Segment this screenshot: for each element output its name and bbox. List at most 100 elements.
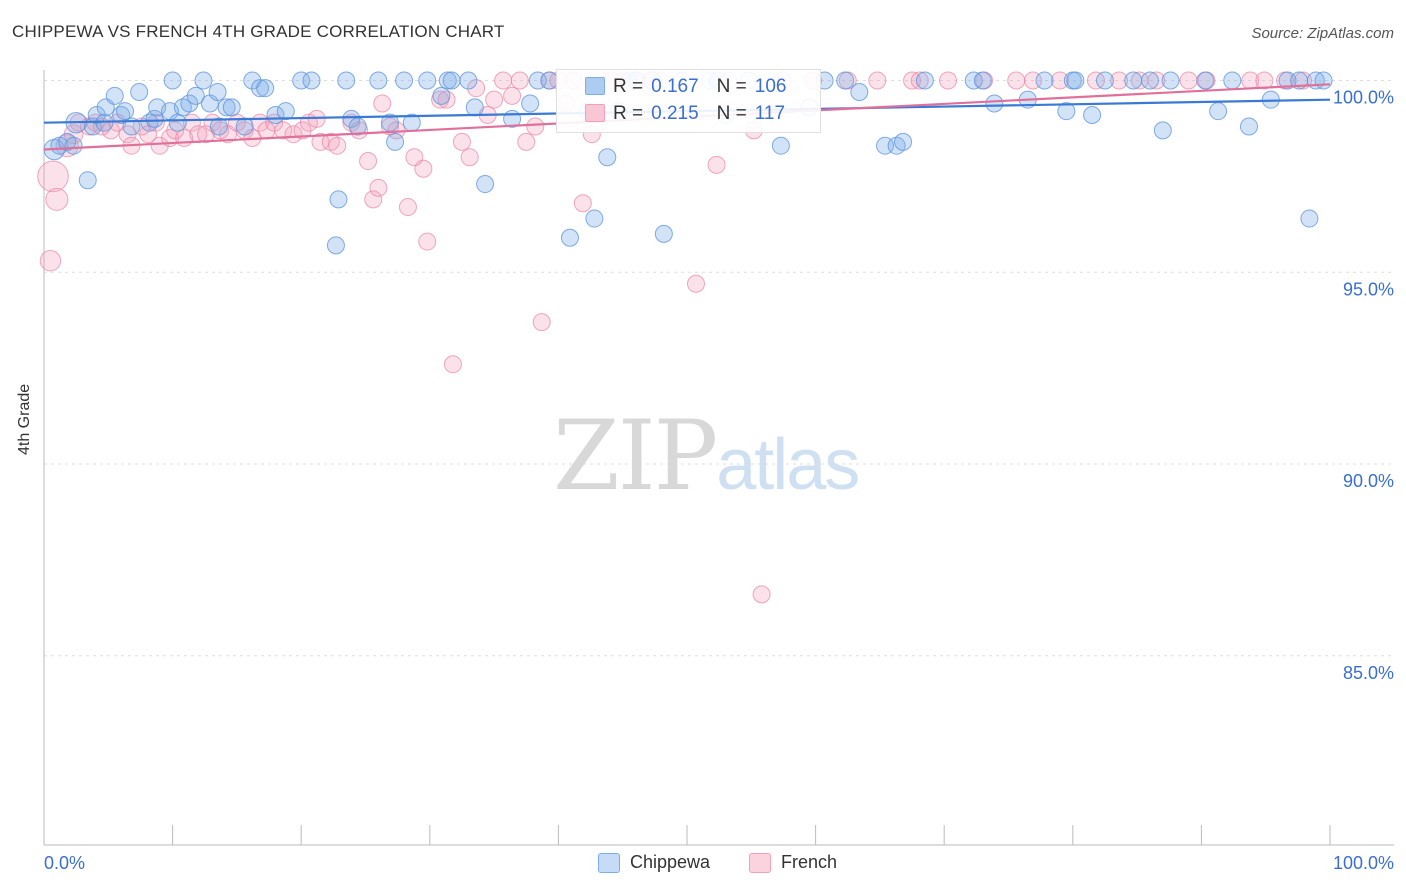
point-french: [45, 187, 69, 211]
point-chippewa: [1140, 71, 1159, 90]
point-chippewa: [771, 136, 790, 155]
point-chippewa: [1124, 71, 1143, 90]
point-french: [37, 160, 69, 193]
point-chippewa: [276, 102, 295, 121]
point-chippewa: [1066, 71, 1085, 90]
legend-label-chippewa: Chippewa: [630, 852, 711, 872]
point-chippewa: [1161, 71, 1180, 90]
stats-n-label: N =: [716, 103, 747, 124]
point-chippewa: [64, 136, 83, 155]
point-chippewa: [964, 71, 983, 90]
point-chippewa: [235, 117, 254, 136]
point-chippewa: [163, 71, 182, 90]
point-chippewa: [87, 106, 106, 125]
point-french: [526, 117, 545, 136]
point-chippewa: [1209, 102, 1228, 121]
point-chippewa: [369, 71, 388, 90]
point-chippewa: [459, 71, 478, 90]
legend: Chippewa French: [0, 852, 1406, 878]
stats-row-chippewa: R = 0.167 N = 106: [585, 75, 787, 99]
point-chippewa: [476, 175, 495, 194]
point-chippewa: [654, 224, 673, 243]
point-french: [1050, 71, 1069, 90]
point-french: [1147, 71, 1166, 90]
point-french: [1007, 71, 1026, 90]
point-chippewa: [585, 209, 604, 228]
point-chippewa: [915, 71, 934, 90]
point-french: [467, 79, 486, 98]
point-chippewa: [894, 132, 913, 151]
point-french: [414, 159, 433, 178]
point-french: [182, 113, 201, 132]
point-french: [903, 71, 922, 90]
stats-row-french: R = 0.215 N = 117: [585, 102, 786, 126]
point-french: [707, 155, 726, 174]
point-french: [398, 198, 417, 217]
point-french: [517, 132, 536, 151]
point-chippewa: [386, 132, 405, 151]
point-french: [1086, 71, 1105, 90]
point-chippewa: [1314, 71, 1333, 90]
point-french: [752, 585, 771, 604]
stats-box: R = 0.167 N = 106 R = 0.215 N = 117: [556, 69, 821, 133]
point-chippewa: [1083, 106, 1102, 125]
stats-n-value: 117: [754, 103, 786, 124]
y-tick-label: 90.0%: [1343, 471, 1394, 491]
point-chippewa: [78, 171, 97, 190]
point-chippewa: [985, 94, 1004, 113]
point-french: [39, 250, 62, 272]
stats-n-label: N =: [716, 76, 747, 97]
stats-r-value: 0.167: [651, 76, 699, 97]
legend-item-chippewa[interactable]: Chippewa: [598, 852, 710, 873]
source-label: Source: ZipAtlas.com: [1251, 25, 1394, 42]
point-french: [311, 132, 330, 151]
point-chippewa: [1057, 102, 1076, 121]
point-french: [510, 71, 529, 90]
point-chippewa: [1196, 71, 1215, 90]
point-french: [687, 274, 706, 293]
point-french: [293, 121, 312, 140]
stats-r-label: R =: [613, 103, 644, 124]
point-chippewa: [438, 71, 457, 90]
point-french: [485, 90, 504, 109]
point-chippewa: [342, 109, 361, 128]
point-chippewa: [1223, 71, 1242, 90]
chart-title: CHIPPEWA VS FRENCH 4TH GRADE CORRELATION…: [12, 22, 505, 41]
point-chippewa: [217, 98, 236, 117]
y-tick-label: 100.0%: [1333, 88, 1394, 108]
point-chippewa: [180, 94, 199, 113]
stats-swatch-french: [585, 104, 605, 122]
point-french: [369, 178, 388, 197]
watermark: ZIPatlas: [553, 400, 860, 512]
point-french: [443, 355, 462, 374]
point-chippewa: [194, 71, 213, 90]
stats-n-value: 106: [754, 76, 787, 97]
point-french: [460, 148, 479, 167]
point-chippewa: [130, 83, 149, 102]
point-chippewa: [432, 86, 451, 105]
point-chippewa: [598, 148, 617, 167]
point-french: [284, 125, 303, 144]
point-chippewa: [302, 71, 321, 90]
point-french: [359, 152, 378, 171]
legend-item-french[interactable]: French: [749, 852, 837, 873]
y-tick-label: 95.0%: [1343, 279, 1394, 299]
point-chippewa: [1239, 117, 1258, 136]
point-chippewa: [209, 117, 228, 136]
point-chippewa: [973, 71, 992, 90]
point-chippewa: [395, 71, 414, 90]
point-chippewa: [1153, 121, 1172, 140]
point-french: [1110, 71, 1129, 90]
point-chippewa: [1300, 209, 1319, 228]
point-french: [328, 136, 347, 155]
point-french: [503, 86, 522, 105]
point-french: [868, 71, 887, 90]
point-chippewa: [1095, 71, 1114, 90]
point-french: [373, 94, 392, 113]
legend-label-french: French: [781, 852, 838, 872]
point-chippewa: [521, 94, 540, 113]
watermark-zip: ZIP: [553, 400, 718, 512]
point-french: [274, 121, 293, 140]
point-french: [1255, 71, 1274, 90]
point-chippewa: [836, 71, 855, 90]
